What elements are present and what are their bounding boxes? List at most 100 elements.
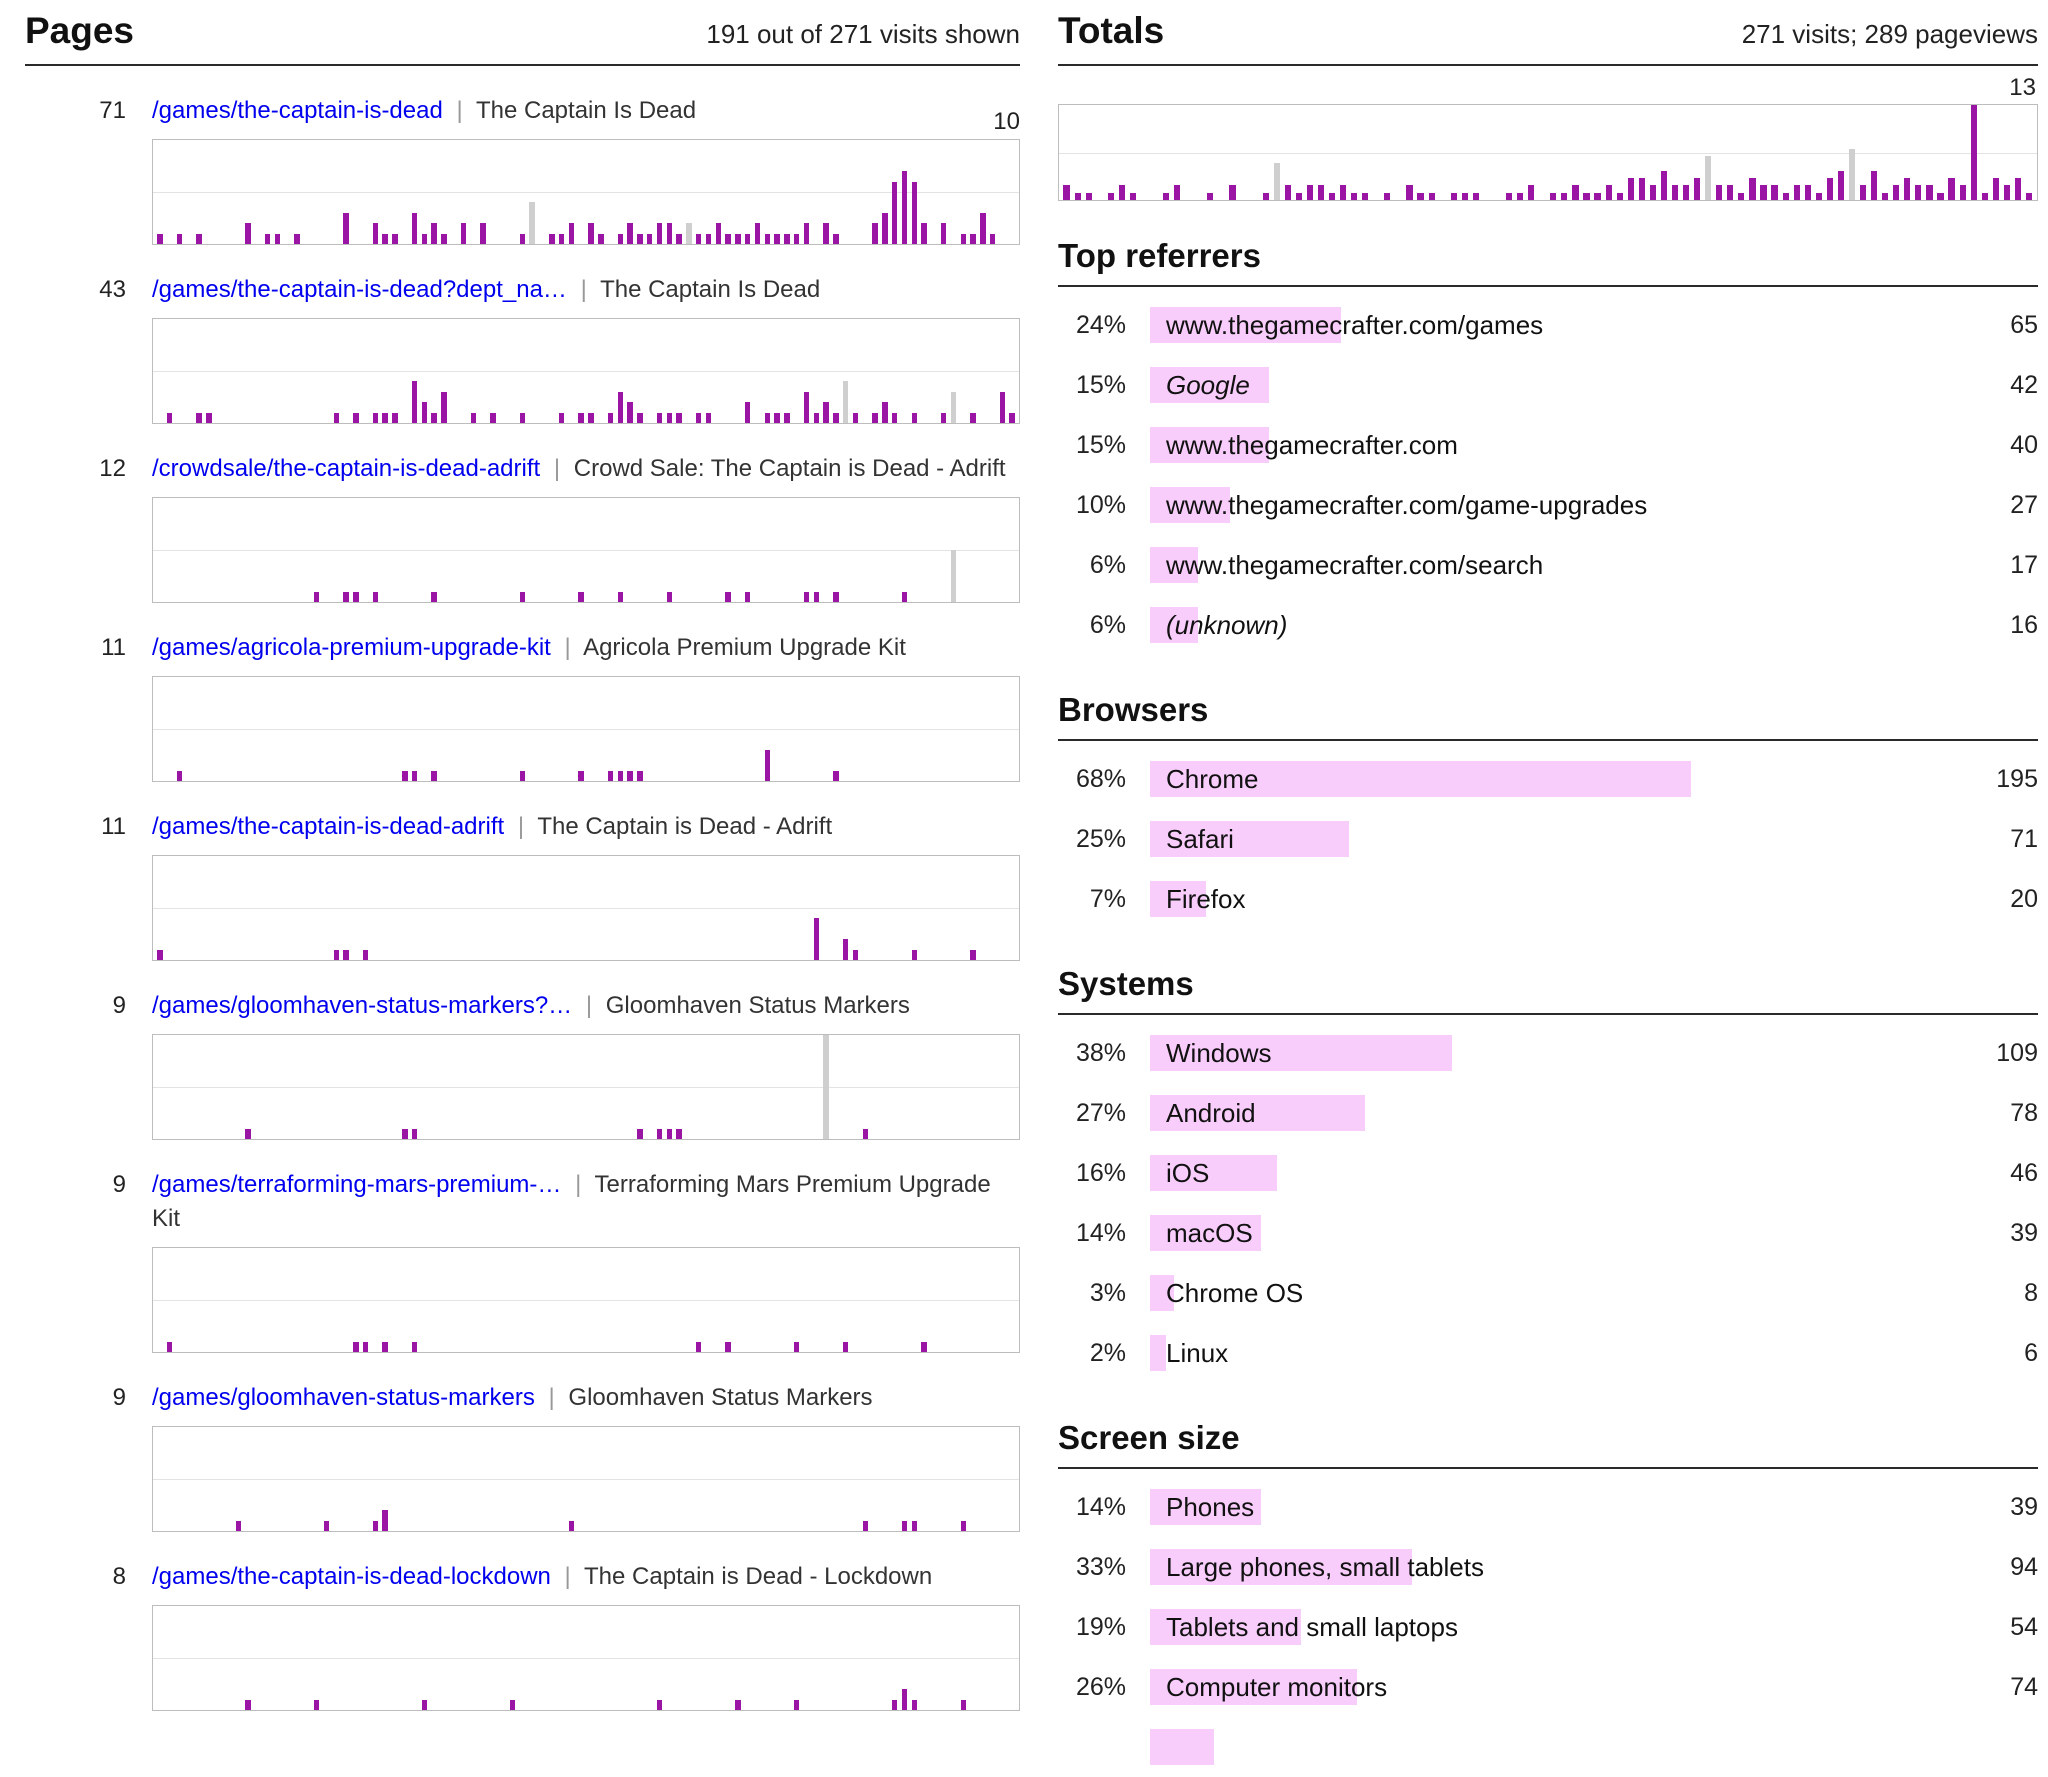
stat-row[interactable]: 15% Google 42 (1058, 355, 2038, 415)
stat-row[interactable]: 14% Phones 39 (1058, 1477, 2038, 1537)
page-link[interactable]: /games/gloomhaven-status-markers (152, 1384, 535, 1411)
spark-slot (214, 319, 224, 423)
stat-row[interactable]: 15% www.thegamecrafter.com 40 (1058, 415, 2038, 475)
spark-slot (782, 1035, 792, 1139)
spark-slot (204, 498, 214, 602)
stat-row[interactable]: 6% www.thegamecrafter.com/search 17 (1058, 535, 2038, 595)
stat-row[interactable]: 33% Large phones, small tablets 94 (1058, 1537, 2038, 1597)
spark-slot (233, 319, 243, 423)
stat-row[interactable]: 38% Windows 109 (1058, 1023, 2038, 1083)
spark-slot (302, 1606, 312, 1710)
spark-slot (939, 1248, 949, 1352)
spark-bar (1738, 192, 1745, 200)
spark-slot (263, 856, 273, 960)
spark-bar (343, 591, 349, 602)
spark-bar (970, 412, 976, 423)
page-link[interactable]: /games/the-captain-is-dead?dept_na… (152, 276, 567, 303)
spark-slot (537, 319, 547, 423)
spark-slot (576, 319, 586, 423)
stat-label: www.thegamecrafter.com/game-upgrades (1166, 489, 1648, 520)
stat-row[interactable]: 27% Android 78 (1058, 1083, 2038, 1143)
spark-slot (860, 319, 870, 423)
spark-slot (380, 140, 390, 244)
spark-slot (1161, 105, 1172, 200)
page-link[interactable]: /games/the-captain-is-dead (152, 97, 443, 124)
spark-slot (772, 1427, 782, 1531)
spark-slot (331, 1427, 341, 1531)
stat-barcell: Chrome (1150, 758, 1948, 800)
stat-row[interactable]: 10% www.thegamecrafter.com/game-upgrades… (1058, 475, 2038, 535)
spark-slot (1880, 105, 1891, 200)
page-separator: | (564, 634, 571, 661)
spark-slot (184, 1606, 194, 1710)
spark-bar (1505, 192, 1513, 200)
spark-slot (753, 1035, 763, 1139)
page-sparkline-chart[interactable] (152, 497, 1020, 603)
stat-row[interactable]: 2% Linux 6 (1058, 1323, 2038, 1383)
spark-bar (1229, 185, 1236, 200)
stat-row[interactable] (1058, 1717, 2038, 1777)
page-entry: 11 /games/agricola-premium-upgrade-kit |… (25, 631, 1020, 782)
spark-slot (1703, 105, 1714, 200)
page-link[interactable]: /crowdsale/the-captain-is-dead-adrift (152, 455, 541, 482)
stat-row[interactable]: 25% Safari 71 (1058, 809, 2038, 869)
spark-bar (1163, 192, 1170, 200)
spark-bar (1295, 192, 1302, 200)
spark-slot (214, 856, 224, 960)
spark-slot (880, 1035, 890, 1139)
spark-slot (1559, 105, 1570, 200)
spark-slot (841, 498, 851, 602)
spark-slot (302, 677, 312, 781)
page-link[interactable]: /games/the-captain-is-dead-adrift (152, 813, 505, 840)
spark-slot (351, 1248, 361, 1352)
page-sparkline-chart[interactable] (152, 1605, 1020, 1711)
spark-slot (292, 1427, 302, 1531)
spark-slot (214, 140, 224, 244)
spark-bar (676, 233, 682, 244)
spark-slot (694, 1427, 704, 1531)
stat-row[interactable]: 3% Chrome OS 8 (1058, 1263, 2038, 1323)
stat-label: Phones (1166, 1491, 1255, 1522)
stat-label: Computer monitors (1166, 1671, 1388, 1702)
spark-slot (635, 1035, 645, 1139)
stat-row[interactable]: 6% (unknown) 16 (1058, 595, 2038, 655)
page-sparkline-chart[interactable] (152, 139, 1020, 245)
stat-label: macOS (1166, 1217, 1253, 1248)
stat-row[interactable]: 24% www.thegamecrafter.com/games 65 (1058, 295, 2038, 355)
page-link[interactable]: /games/gloomhaven-status-markers?… (152, 992, 573, 1019)
spark-slot (449, 856, 459, 960)
stat-row[interactable]: 68% Chrome 195 (1058, 749, 2038, 809)
stat-row[interactable]: 26% Computer monitors 74 (1058, 1657, 2038, 1717)
spark-slot (782, 856, 792, 960)
page-sparkline-chart[interactable] (152, 1034, 1020, 1140)
page-link[interactable]: /games/terraforming-mars-premium-… (152, 1171, 562, 1198)
spark-bar (1074, 192, 1081, 200)
spark-bar (725, 1341, 731, 1352)
page-sparkline-chart[interactable] (152, 318, 1020, 424)
stat-row[interactable]: 7% Firefox 20 (1058, 869, 2038, 929)
page-sparkline-chart[interactable] (152, 676, 1020, 782)
page-sparkline-chart[interactable] (152, 1247, 1020, 1353)
spark-slot (400, 1035, 410, 1139)
spark-slot (1913, 105, 1924, 200)
spark-bar (1826, 178, 1833, 200)
stat-row[interactable]: 19% Tablets and small laptops 54 (1058, 1597, 2038, 1657)
spark-slot (684, 1248, 694, 1352)
spark-slot (988, 677, 998, 781)
spark-slot (860, 856, 870, 960)
spark-slot (968, 677, 978, 781)
spark-slot (1747, 105, 1758, 200)
page-sparkline-chart[interactable] (152, 855, 1020, 961)
page-sparkline-chart[interactable] (152, 1426, 1020, 1532)
stat-row[interactable]: 16% iOS 46 (1058, 1143, 2038, 1203)
spark-slot (949, 1035, 959, 1139)
spark-slot (233, 140, 243, 244)
page-link[interactable]: /games/agricola-premium-upgrade-kit (152, 634, 551, 661)
page-link[interactable]: /games/the-captain-is-dead-lockdown (152, 1563, 551, 1590)
spark-slot (527, 1248, 537, 1352)
stat-row[interactable]: 14% macOS 39 (1058, 1203, 2038, 1263)
totals-chart[interactable] (1058, 104, 2038, 201)
spark-bar (725, 591, 731, 602)
spark-slot (214, 1035, 224, 1139)
spark-slot (243, 319, 253, 423)
